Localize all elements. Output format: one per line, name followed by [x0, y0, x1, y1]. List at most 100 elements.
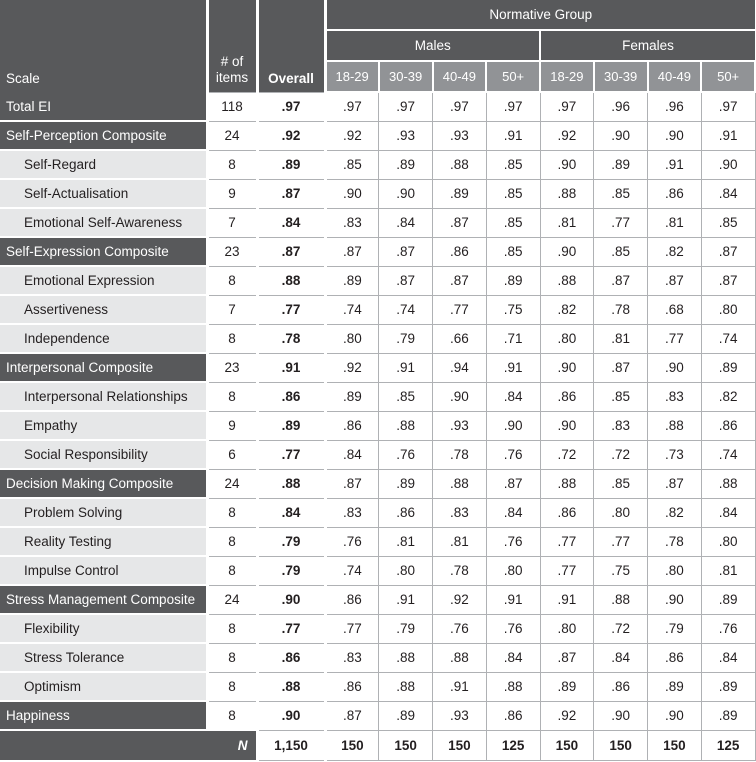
- reliability-value: .76: [485, 613, 541, 644]
- reliability-value: .89: [378, 468, 433, 499]
- reliability-value: .89: [323, 381, 380, 412]
- reliability-value: .77: [539, 526, 595, 557]
- scale-label: Self-Actualisation: [0, 179, 209, 209]
- items-count: 118: [206, 91, 258, 122]
- females-group-header: Females: [539, 30, 755, 62]
- scale-label: Assertiveness: [0, 295, 209, 325]
- items-count: 7: [206, 207, 258, 238]
- reliability-value: .85: [323, 149, 380, 180]
- reliability-value: .90: [647, 120, 702, 151]
- table-row: Total EI 118.97.97.97.97.97.97.96.96.97: [0, 91, 756, 122]
- reliability-value: .88: [378, 642, 433, 673]
- overall-value: .84: [255, 207, 326, 238]
- items-count: 8: [206, 497, 258, 528]
- reliability-value: .90: [593, 700, 648, 731]
- reliability-value: .84: [485, 642, 541, 673]
- overall-value: .78: [255, 323, 326, 354]
- table-row: Happiness 8.90.87.89.93.86.92.90.90.89: [0, 700, 756, 731]
- scale-label: Self-Regard: [0, 150, 209, 180]
- reliability-value: .84: [323, 439, 380, 470]
- reliability-value: .89: [432, 178, 487, 209]
- reliability-value: .85: [378, 381, 433, 412]
- reliability-value: .85: [485, 149, 541, 180]
- reliability-value: .81: [593, 323, 648, 354]
- reliability-value: .82: [700, 381, 756, 412]
- reliability-value: .74: [323, 294, 380, 325]
- reliability-value: .91: [378, 352, 433, 383]
- reliability-value: .90: [539, 410, 595, 441]
- reliability-value: .91: [647, 149, 702, 180]
- reliability-value: .90: [378, 178, 433, 209]
- reliability-value: .84: [700, 642, 756, 673]
- reliability-value: .80: [647, 555, 702, 586]
- reliability-value: .74: [700, 323, 756, 354]
- reliability-value: .92: [539, 120, 595, 151]
- items-count: 23: [206, 352, 258, 383]
- reliability-value: .87: [647, 265, 702, 296]
- reliability-value: .84: [700, 178, 756, 209]
- table-row: Interpersonal Relationships 8.86.89.85.90…: [0, 381, 756, 412]
- scale-label: Problem Solving: [0, 498, 209, 528]
- scale-label: Decision Making Composite: [0, 469, 209, 499]
- reliability-value: .96: [647, 91, 702, 122]
- overall-value: .77: [255, 613, 326, 644]
- reliability-value: .90: [700, 149, 756, 180]
- reliability-value: .92: [323, 352, 380, 383]
- reliability-value: .90: [647, 700, 702, 731]
- reliability-value: .88: [700, 468, 756, 499]
- reliability-value: .91: [485, 584, 541, 615]
- table-row: Reality Testing 8.79.76.81.81.76.77.77.78…: [0, 526, 756, 557]
- reliability-value: .88: [539, 178, 595, 209]
- n-total-value: 1,150: [255, 729, 326, 761]
- reliability-value: .88: [593, 584, 648, 615]
- reliability-value: .71: [485, 323, 541, 354]
- table-header: Scale # of items Overall Normative Group…: [0, 0, 756, 93]
- items-count: 24: [206, 468, 258, 499]
- items-count: 6: [206, 439, 258, 470]
- reliability-value: .84: [485, 381, 541, 412]
- items-column-header: # of items: [207, 0, 259, 92]
- reliability-value: .89: [700, 352, 756, 383]
- reliability-value: .96: [593, 91, 648, 122]
- reliability-value: .97: [539, 91, 595, 122]
- reliability-value: .91: [378, 584, 433, 615]
- scale-label: Emotional Self-Awareness: [0, 208, 209, 238]
- age-group-header: 50+: [700, 61, 756, 93]
- table-body: Total EI 118.97.97.97.97.97.97.96.96.97 Se…: [0, 91, 756, 761]
- scale-label: Independence: [0, 324, 209, 354]
- items-count: 8: [206, 323, 258, 354]
- reliability-value: .86: [323, 410, 380, 441]
- overall-value: .79: [255, 555, 326, 586]
- reliability-value: .80: [485, 555, 541, 586]
- reliability-value: .88: [432, 468, 487, 499]
- reliability-value: .93: [378, 120, 433, 151]
- reliability-value: .90: [539, 236, 595, 267]
- scale-label: Stress Management Composite: [0, 585, 209, 615]
- scale-label: Empathy: [0, 411, 209, 441]
- n-value: 150: [647, 729, 702, 761]
- overall-value: .87: [255, 178, 326, 209]
- reliability-value: .85: [485, 178, 541, 209]
- overall-value: .88: [255, 265, 326, 296]
- items-count: 8: [206, 671, 258, 702]
- reliability-value: .85: [485, 207, 541, 238]
- items-count: 8: [206, 700, 258, 731]
- scale-label: Interpersonal Composite: [0, 353, 209, 383]
- table-row: Social Responsibility 6.77.84.76.78.76.72…: [0, 439, 756, 470]
- reliability-value: .80: [378, 555, 433, 586]
- reliability-value: .84: [700, 497, 756, 528]
- overall-value: .91: [255, 352, 326, 383]
- reliability-value: .76: [485, 439, 541, 470]
- reliability-value: .76: [378, 439, 433, 470]
- reliability-value: .89: [700, 671, 756, 702]
- reliability-value: .93: [432, 120, 487, 151]
- reliability-value: .77: [647, 323, 702, 354]
- reliability-value: .90: [432, 381, 487, 412]
- n-value: 125: [700, 729, 756, 761]
- reliability-value: .88: [539, 265, 595, 296]
- males-group-header: Males: [325, 30, 540, 62]
- table-row: Empathy 9.89.86.88.93.90.90.83.88.86: [0, 410, 756, 441]
- n-value: 150: [432, 729, 487, 761]
- reliability-value: .78: [593, 294, 648, 325]
- reliability-value: .97: [485, 91, 541, 122]
